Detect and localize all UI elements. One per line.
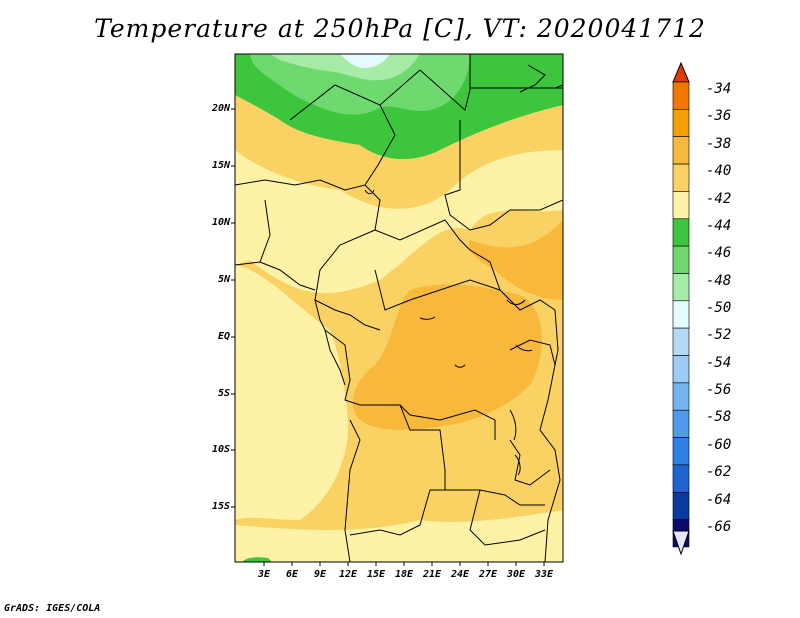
lon-label-27e: 27E xyxy=(478,569,498,580)
field-warm-east xyxy=(469,220,563,300)
lat-label-eq: EQ xyxy=(217,331,230,342)
colorbar-label: -44 xyxy=(706,218,732,234)
map-title: Temperature at 250hPa [C], VT: 202004171… xyxy=(94,14,706,43)
colorbar-swatch xyxy=(672,491,690,520)
country-borders xyxy=(235,54,563,562)
colorbar-label: -42 xyxy=(706,191,732,207)
field-cold-50 xyxy=(340,54,390,68)
colorbar-swatch xyxy=(672,163,690,192)
lon-label-18e: 18E xyxy=(394,569,414,580)
colorbar-label: -58 xyxy=(706,409,732,425)
colorbar-label: -46 xyxy=(706,245,732,261)
field-light-north xyxy=(235,150,563,294)
colorbar-label: -62 xyxy=(706,464,732,480)
colorbar-label: -48 xyxy=(706,273,732,289)
colorbar-label: -54 xyxy=(706,355,732,371)
colorbar-label: -40 xyxy=(706,163,732,179)
colorbar-swatch xyxy=(672,191,690,220)
lon-label-12e: 12E xyxy=(338,569,358,580)
lat-label-10s: 10S xyxy=(211,444,230,455)
field-warm-core xyxy=(352,284,542,430)
grads-credit: GrADS: IGES/COLA xyxy=(4,603,101,614)
lat-label-10n: 10N xyxy=(211,217,230,228)
lon-label-30e: 30E xyxy=(506,569,526,580)
colorbar-label: -38 xyxy=(706,136,732,152)
colorbar-swatch xyxy=(672,437,690,466)
colorbar-label: -60 xyxy=(706,437,732,453)
colorbar-label: -64 xyxy=(706,492,732,508)
colorbar-swatch xyxy=(672,245,690,274)
colorbar-label: -50 xyxy=(706,300,732,316)
temperature-field xyxy=(235,54,563,562)
field-cold-46 xyxy=(250,54,470,115)
lon-label-3e: 3E xyxy=(257,569,271,580)
colorbar-label: -36 xyxy=(706,108,732,124)
lon-label-15e: 15E xyxy=(366,569,386,580)
colorbar-swatch xyxy=(672,81,690,110)
field-light-west xyxy=(235,265,349,520)
coastlines xyxy=(235,64,563,476)
lat-label-20n: 20N xyxy=(211,103,230,114)
lat-label-5s: 5S xyxy=(217,388,230,399)
lon-label-33e: 33E xyxy=(534,569,554,580)
colorbar-swatch xyxy=(672,382,690,411)
colorbar-label: -66 xyxy=(706,519,732,535)
lon-ticks xyxy=(263,562,545,566)
colorbar-label: -56 xyxy=(706,382,732,398)
colorbar-swatch xyxy=(672,136,690,165)
colorbar-bottom-arrow xyxy=(672,530,690,556)
lat-label-5n: 5N xyxy=(217,274,230,285)
colorbar-swatch xyxy=(672,355,690,384)
colorbar xyxy=(672,61,690,556)
colorbar-swatch xyxy=(672,464,690,493)
colorbar-label: -34 xyxy=(706,81,732,97)
lon-label-24e: 24E xyxy=(450,569,470,580)
colorbar-swatch xyxy=(672,109,690,137)
field-cold-southwest xyxy=(242,557,272,562)
lon-label-9e: 9E xyxy=(313,569,327,580)
lon-label-21e: 21E xyxy=(422,569,442,580)
colorbar-swatch xyxy=(672,300,690,329)
colorbar-swatch xyxy=(672,218,690,247)
colorbar-swatch xyxy=(672,327,690,356)
lat-label-15s: 15S xyxy=(211,501,230,512)
colorbar-swatch xyxy=(672,273,690,302)
field-light-south xyxy=(235,510,563,562)
colorbar-swatch xyxy=(672,409,690,438)
lon-label-6e: 6E xyxy=(285,569,299,580)
colorbar-top-arrow xyxy=(672,61,690,83)
lat-ticks xyxy=(231,108,235,508)
map-frame xyxy=(234,53,564,563)
colorbar-label: -52 xyxy=(706,327,732,343)
lat-label-15n: 15N xyxy=(211,160,230,171)
